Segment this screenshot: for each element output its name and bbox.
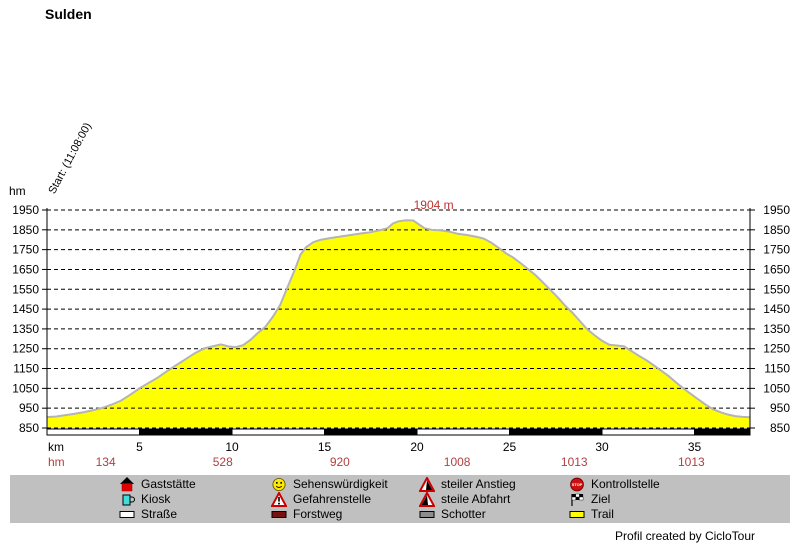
- steep-descent-icon: [418, 492, 435, 507]
- surface-segment: [601, 428, 695, 436]
- x-tick-label: 35: [688, 440, 702, 454]
- surface-segment: [509, 428, 603, 436]
- legend-item-sehenswuerdigkeit: Sehenswürdigkeit: [270, 477, 388, 492]
- y-tick-label: 1050: [12, 381, 39, 395]
- legend-item-gefahrenstelle: Gefahrenstelle: [270, 492, 388, 507]
- surface-segment: [694, 428, 751, 436]
- legend-item-schotter: Schotter: [418, 507, 516, 522]
- elevation-area: [47, 220, 750, 428]
- surface-segment: [416, 428, 510, 436]
- y-tick-label: 1050: [763, 381, 790, 395]
- legend: Gaststätte Kiosk Straße Sehenswürdigkeit: [10, 475, 790, 523]
- y-tick-label: 1650: [763, 262, 790, 276]
- y-axis-unit-label: hm: [9, 184, 26, 198]
- legend-label: steile Abfahrt: [441, 492, 511, 506]
- y-tick-label: 1150: [764, 362, 790, 376]
- legend-label: Kiosk: [141, 492, 171, 506]
- surface-segment: [324, 428, 418, 436]
- house-icon: [118, 477, 135, 492]
- elevation-outline: [46, 219, 751, 419]
- y-tick-label: 1350: [12, 322, 39, 336]
- y-tick-label: 1950: [763, 203, 790, 217]
- surface-segment: [46, 428, 140, 436]
- legend-item-strasse: Straße: [118, 507, 196, 522]
- x-tick-label: 15: [318, 440, 332, 454]
- climb-value: 134: [96, 455, 116, 469]
- x-tick-label: 10: [225, 440, 239, 454]
- legend-label: Sehenswürdigkeit: [293, 477, 388, 491]
- y-tick-label: 850: [19, 421, 39, 435]
- y-tick-label: 950: [770, 401, 790, 415]
- legend-label: Schotter: [441, 507, 486, 521]
- y-tick-label: 1550: [763, 282, 790, 296]
- y-tick-label: 1450: [12, 302, 39, 316]
- y-tick-label: 1550: [12, 282, 39, 296]
- y-tick-label: 1850: [763, 223, 790, 237]
- legend-label: steiler Anstieg: [441, 477, 516, 491]
- legend-item-kiosk: Kiosk: [118, 492, 196, 507]
- stop-sign-icon: STOP: [568, 477, 585, 492]
- legend-item-steiler-anstieg: steiler Anstieg: [418, 477, 516, 492]
- y-tick-label: 950: [19, 401, 39, 415]
- y-tick-label: 1650: [12, 262, 39, 276]
- legend-item-gaststaette: Gaststätte: [118, 477, 196, 492]
- y-tick-label: 1150: [13, 362, 39, 376]
- credit-label: Profil created by CicloTour: [614, 529, 755, 543]
- legend-label: Kontrollstelle: [591, 477, 660, 491]
- y-tick-label: 1950: [12, 203, 39, 217]
- x-tick-label: 25: [503, 440, 517, 454]
- x-axis-unit-label: km: [48, 440, 64, 454]
- page-title: Sulden: [45, 6, 92, 22]
- forest-road-swatch-icon: [270, 507, 287, 522]
- legend-label: Gaststätte: [141, 477, 196, 491]
- y-tick-label: 1750: [12, 243, 39, 257]
- legend-label: Straße: [141, 507, 178, 521]
- x-tick-label: 5: [136, 440, 143, 454]
- climb-value: 1013: [678, 455, 705, 469]
- legend-item-steile-abfahrt: steile Abfahrt: [418, 492, 516, 507]
- y-tick-label: 1850: [12, 223, 39, 237]
- svg-text:STOP: STOP: [571, 482, 582, 487]
- gravel-swatch-icon: [418, 507, 435, 522]
- trail-swatch-icon: [568, 507, 585, 522]
- y-tick-label: 850: [770, 421, 790, 435]
- climb-value: 528: [213, 455, 233, 469]
- legend-label: Trail: [591, 507, 614, 521]
- climb-value: 1008: [444, 455, 471, 469]
- finish-flag-icon: [568, 492, 585, 507]
- climb-value: 920: [330, 455, 350, 469]
- legend-label: Forstweg: [293, 507, 343, 521]
- y-tick-label: 1750: [763, 243, 790, 257]
- legend-item-ziel: Ziel: [568, 492, 660, 507]
- legend-item-kontrollstelle: STOP Kontrollstelle: [568, 477, 660, 492]
- y-tick-label: 1250: [12, 342, 39, 356]
- surface-segment: [231, 428, 325, 436]
- y-tick-label: 1350: [763, 322, 790, 336]
- y-tick-label: 1450: [763, 302, 790, 316]
- smiley-icon: [270, 477, 287, 492]
- legend-item-forstweg: Forstweg: [270, 507, 388, 522]
- legend-item-trail: Trail: [568, 507, 660, 522]
- climb-row-label: hm: [48, 455, 65, 469]
- x-tick-label: 20: [410, 440, 424, 454]
- road-swatch-icon: [118, 507, 135, 522]
- mug-icon: [118, 492, 135, 507]
- y-tick-label: 1250: [763, 342, 790, 356]
- legend-label: Gefahrenstelle: [293, 492, 372, 506]
- x-tick-label: 30: [595, 440, 609, 454]
- climb-value: 1013: [561, 455, 588, 469]
- peak-elevation-label: 1904 m: [414, 198, 454, 212]
- warning-triangle-icon: [270, 492, 287, 507]
- legend-label: Ziel: [591, 492, 611, 506]
- steep-climb-icon: [418, 477, 435, 492]
- surface-segment: [139, 428, 233, 436]
